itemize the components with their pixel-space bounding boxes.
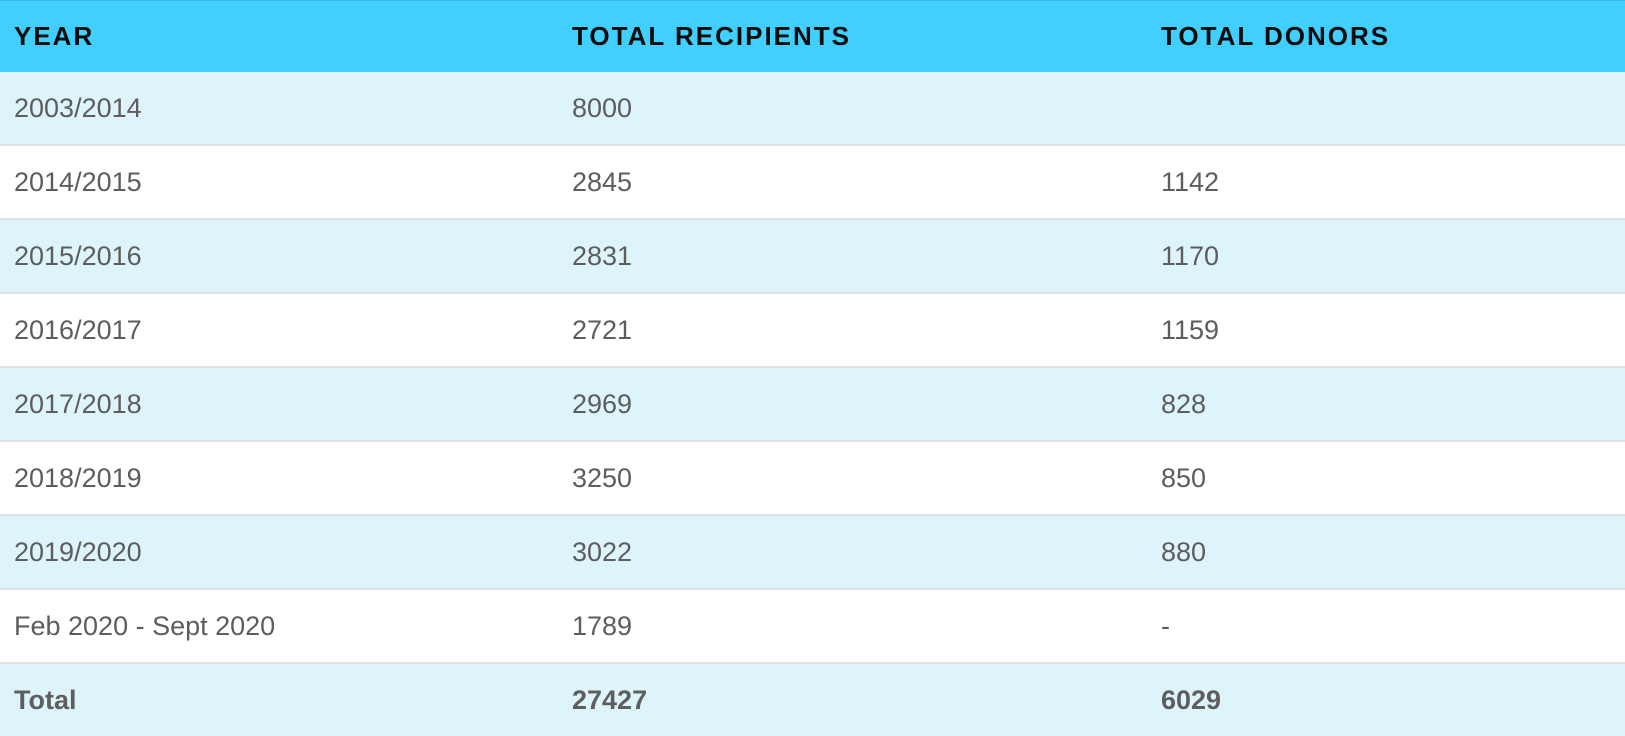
year-cell: 2014/2015 — [14, 166, 142, 197]
recipients-cell: 2721 — [572, 314, 633, 345]
table-row: 2019/2020 3022 880 — [0, 516, 1625, 590]
year-cell: 2003/2014 — [14, 92, 142, 123]
donors-cell: 1142 — [1161, 166, 1220, 197]
table-row: Feb 2020 - Sept 2020 1789 - — [0, 590, 1625, 664]
total-recipients: 27427 — [572, 684, 648, 715]
recipients-cell: 1789 — [572, 610, 633, 641]
year-cell: Feb 2020 - Sept 2020 — [14, 610, 276, 641]
header-total-recipients: TOTAL RECIPIENTS — [572, 21, 852, 51]
table-row: 2016/2017 2721 1159 — [0, 294, 1625, 368]
donors-cell: 1159 — [1161, 314, 1220, 345]
recipients-cell: 3022 — [572, 536, 633, 567]
total-row: Total 27427 6029 — [0, 664, 1625, 736]
total-label: Total — [14, 684, 77, 715]
table-header: YEAR TOTAL RECIPIENTS TOTAL DONORS — [0, 0, 1625, 72]
donors-cell: 850 — [1161, 462, 1207, 493]
recipients-cell: 8000 — [572, 92, 633, 123]
recipients-cell: 2831 — [572, 240, 633, 271]
table-row: 2018/2019 3250 850 — [0, 442, 1625, 516]
header-year: YEAR — [14, 21, 95, 51]
table-row: 2014/2015 2845 1142 — [0, 146, 1625, 220]
donors-cell: 880 — [1161, 536, 1207, 567]
total-donors: 6029 — [1161, 684, 1222, 715]
recipients-cell: 2845 — [572, 166, 633, 197]
year-cell: 2018/2019 — [14, 462, 142, 493]
year-cell: 2017/2018 — [14, 388, 142, 419]
table-row: 2017/2018 2969 828 — [0, 368, 1625, 442]
year-cell: 2016/2017 — [14, 314, 142, 345]
year-cell: 2019/2020 — [14, 536, 142, 567]
table-row: 2015/2016 2831 1170 — [0, 220, 1625, 294]
donors-cell: 1170 — [1161, 240, 1220, 271]
table-row: 2003/2014 8000 — [0, 72, 1625, 146]
donors-cell: 828 — [1161, 388, 1207, 419]
year-cell: 2015/2016 — [14, 240, 142, 271]
header-total-donors: TOTAL DONORS — [1161, 21, 1391, 51]
donors-cell: - — [1161, 610, 1170, 641]
recipients-cell: 2969 — [572, 388, 633, 419]
recipients-cell: 3250 — [572, 462, 633, 493]
